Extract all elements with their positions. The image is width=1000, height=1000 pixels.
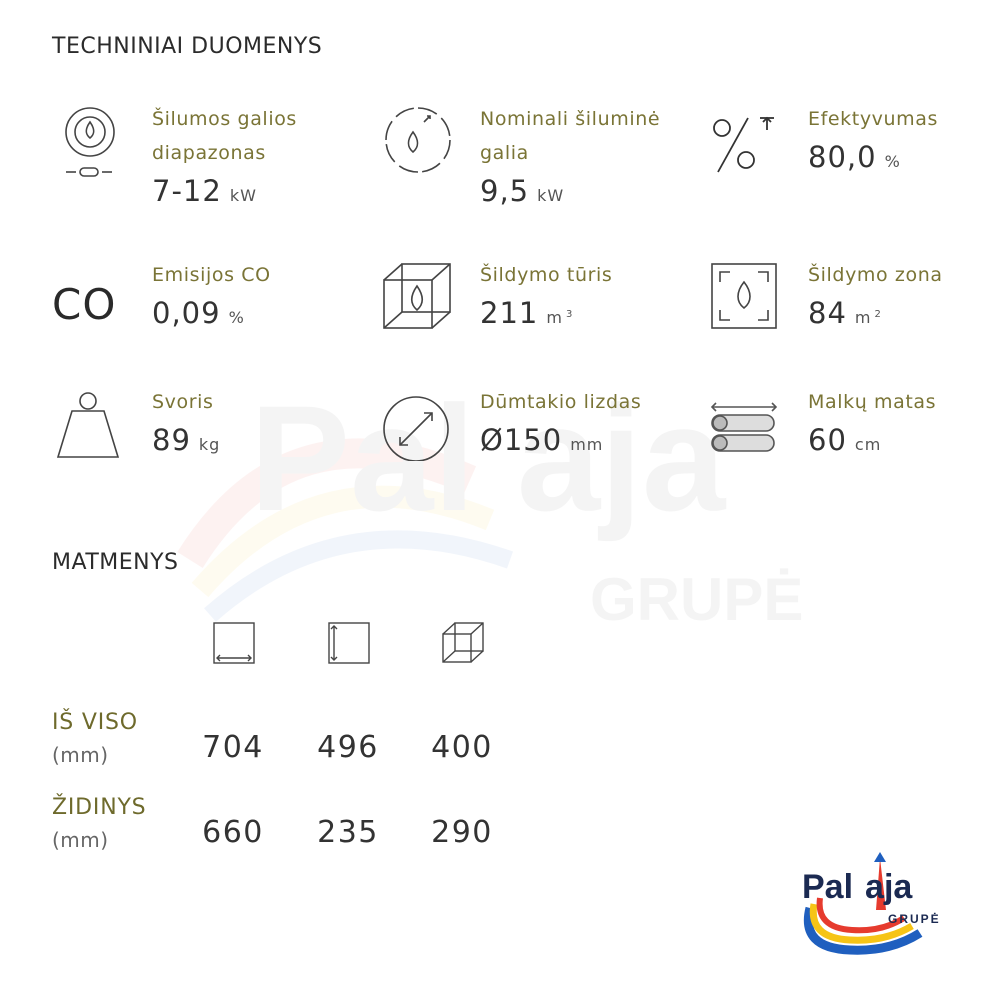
spec-value: 9,5 kW (480, 174, 565, 208)
depth-icon (442, 622, 484, 663)
spec-efficiency: Efektyvumas 80,0% (708, 102, 1000, 212)
row-label: IŠ VISO (52, 710, 138, 735)
flame-circle-icon (385, 107, 451, 173)
flame-range-icon (65, 107, 115, 177)
spec-value: 89 kg (152, 423, 221, 457)
spec-weight: Svoris 89 kg (52, 385, 352, 495)
brand-name: Pal aja (802, 868, 913, 906)
logs-icon (710, 402, 778, 452)
dim-value: 496 (317, 730, 379, 765)
brand-logo: Pal aja GRUPĖ (790, 848, 960, 963)
weight-icon (56, 392, 120, 458)
spec-log-length: Malkų matas 60 cm (708, 385, 1000, 495)
dims-section-title: MATMENYS (52, 550, 179, 575)
dims-row-total: IŠ VISO (mm) (52, 710, 138, 767)
row-unit: (mm) (52, 743, 109, 767)
spec-nominal-power: Nominali šiluminė galia 9,5 kW (380, 102, 680, 212)
tech-section-title: TECHNINIAI DUOMENYS (52, 34, 323, 59)
spec-co-emission: CO Emisijos CO 0,09% (52, 258, 352, 368)
spec-label: Svoris (152, 391, 214, 413)
row-label: ŽIDINYS (52, 795, 147, 820)
spec-label: Dūmtakio lizdas (480, 391, 642, 413)
spec-label: Šilumos galios diapazonas (152, 108, 297, 164)
svg-text:GRUPĖ: GRUPĖ (590, 566, 803, 633)
spec-label: Malkų matas (808, 391, 937, 413)
spec-label: Emisijos CO (152, 264, 271, 286)
spec-value: 60 cm (808, 423, 882, 457)
percent-icon (713, 116, 774, 173)
spec-heating-zone: Šildymo zona 84 m 2 (708, 258, 1000, 368)
spec-label: Efektyvumas (808, 108, 939, 130)
diameter-icon (383, 396, 449, 461)
spec-label: Šildymo tūris (480, 264, 613, 286)
dim-value: 290 (431, 815, 493, 850)
row-unit: (mm) (52, 828, 109, 852)
spec-value: 84 m 2 (808, 296, 882, 330)
dim-value: 235 (317, 815, 379, 850)
square-flame-icon (711, 263, 777, 329)
spec-value: Ø150 mm (480, 423, 604, 457)
co-text-icon: CO (52, 280, 117, 329)
brand-swoosh (804, 852, 923, 955)
cube-flame-icon (383, 263, 451, 329)
spec-heating-volume: Šildymo tūris 211 m 3 (380, 258, 680, 368)
spec-value: 211 m 3 (480, 296, 574, 330)
spec-label: Šildymo zona (808, 264, 943, 286)
spec-value: 7-12 kW (152, 174, 257, 208)
dim-value: 400 (431, 730, 493, 765)
height-icon (328, 622, 370, 664)
spec-label: Nominali šiluminė galia (480, 108, 661, 164)
dim-value: 704 (202, 730, 264, 765)
spec-flue-outlet: Dūmtakio lizdas Ø150 mm (380, 385, 680, 495)
spec-value: 0,09% (152, 296, 245, 330)
brand-sub: GRUPĖ (888, 912, 941, 926)
dims-row-firebox: ŽIDINYS (mm) (52, 795, 146, 852)
dim-value: 660 (202, 815, 264, 850)
spec-heat-range: Šilumos galios diapazonas 7-12 kW (52, 102, 352, 212)
width-icon (213, 622, 255, 664)
spec-value: 80,0% (808, 140, 901, 174)
